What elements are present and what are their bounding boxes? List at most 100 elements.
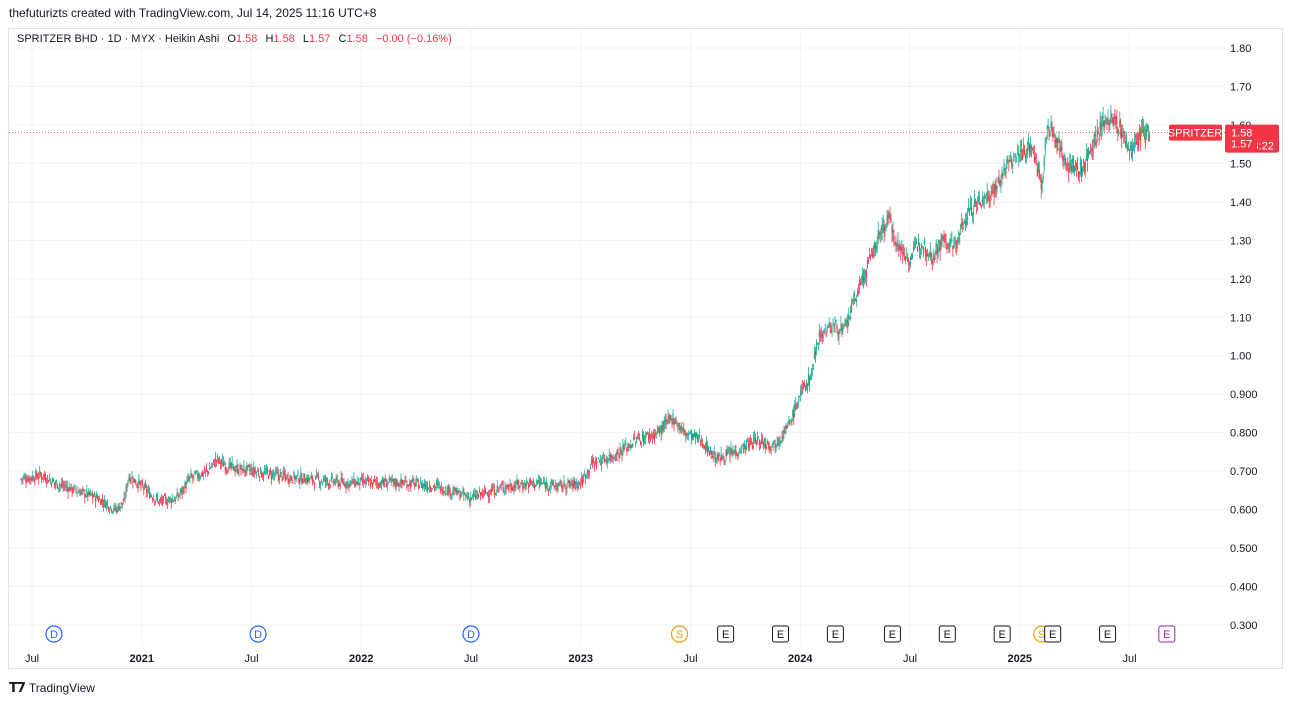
candle-body [955, 241, 957, 244]
earnings-event-icon[interactable] [1158, 625, 1176, 643]
candle-body [1114, 114, 1116, 116]
candle-body [770, 449, 772, 450]
candle-body [631, 445, 633, 448]
candle-body [522, 486, 524, 488]
earnings-event-icon[interactable] [771, 625, 789, 643]
candle-body [731, 451, 733, 454]
candle-body [687, 434, 689, 436]
dividend-event-icon[interactable] [249, 625, 267, 643]
candle-body [238, 472, 240, 474]
candle-body [232, 464, 234, 465]
symbol-tag: SPRITZER [1168, 128, 1222, 140]
y-tick-label: 1.70 [1230, 81, 1251, 93]
candle-body [424, 485, 427, 488]
candle-body [725, 450, 727, 457]
candle-body [156, 498, 159, 499]
candle-body [406, 485, 408, 489]
candle-body [510, 485, 512, 489]
candle-body [386, 484, 388, 486]
candle-body [179, 493, 181, 495]
candle-body [701, 444, 704, 447]
candle-body [1057, 147, 1059, 150]
candle-body [1106, 122, 1108, 124]
candle-body [588, 470, 591, 472]
candle-body [852, 300, 854, 302]
candle-body [907, 258, 909, 262]
candle-body [761, 439, 763, 441]
earnings-event-label: E [1049, 629, 1056, 641]
candle-body [805, 384, 808, 389]
candle-body [835, 319, 837, 322]
candle-body [548, 487, 550, 490]
brand-footer: 𝗧𝟳 TradingView [9, 680, 95, 696]
candle-body [883, 227, 885, 233]
candle-body [403, 484, 405, 486]
y-tick-label: 0.600 [1230, 505, 1258, 517]
candle-body [1035, 157, 1037, 158]
candle-body [627, 445, 629, 448]
candle-body [920, 244, 923, 249]
candle-body [366, 478, 368, 480]
earnings-event-icon[interactable] [826, 625, 844, 643]
candle-body [633, 436, 635, 441]
earnings-event-icon[interactable] [993, 625, 1011, 643]
candle-body [948, 244, 950, 246]
candle-body [495, 493, 497, 494]
candle-body [617, 451, 619, 453]
candle-body [1058, 138, 1060, 143]
candle-body [902, 252, 904, 255]
earnings-event-icon[interactable] [938, 625, 956, 643]
candle-body [1085, 153, 1088, 159]
candle-body [848, 314, 850, 321]
candle-body [487, 495, 490, 497]
candle-body [974, 200, 977, 204]
candle-body [498, 488, 500, 490]
candle-body [175, 496, 177, 499]
legend-symbol[interactable]: SPRITZER BHD · 1D · MYX · Heikin Ashi [17, 33, 220, 45]
candle-body [148, 489, 150, 490]
earnings-event-icon[interactable] [717, 625, 735, 643]
candle-body [122, 503, 124, 505]
candle-body [46, 476, 49, 479]
candle-body [363, 479, 365, 482]
candle-body [488, 495, 491, 498]
earnings-event-icon[interactable] [1044, 625, 1062, 643]
candle-body [474, 492, 476, 494]
candle-body [602, 454, 604, 457]
candle-body [855, 299, 857, 301]
earnings-event-icon[interactable] [1099, 625, 1117, 643]
candle-body [889, 213, 891, 215]
candle-body [512, 489, 514, 491]
candle-body [248, 465, 250, 467]
candle-body [461, 492, 463, 495]
candle-body [480, 492, 483, 495]
candle-body [326, 479, 328, 482]
candle-body [1123, 131, 1125, 134]
candle-body [201, 472, 203, 476]
candle-body [456, 488, 458, 492]
candle-body [545, 482, 547, 485]
candle-body [712, 456, 714, 457]
earnings-event-icon[interactable] [883, 625, 901, 643]
candle-body [1017, 154, 1019, 156]
candle-body [491, 489, 493, 492]
candle-body [169, 497, 171, 499]
candle-body [143, 488, 145, 490]
candle-body [449, 490, 451, 496]
candle-body [893, 236, 895, 243]
candle-body [48, 479, 51, 481]
candle-body [751, 445, 754, 448]
candle-body [782, 436, 784, 438]
candle-body [787, 423, 789, 425]
split-event-icon[interactable] [670, 625, 689, 643]
candle-body [181, 489, 183, 493]
candle-body [609, 457, 611, 461]
x-tick-label: 2021 [130, 653, 154, 665]
candle-body [664, 420, 666, 423]
candle-body [419, 486, 421, 488]
candle-body [1020, 149, 1022, 153]
dividend-event-icon[interactable] [45, 625, 63, 643]
dividend-event-icon[interactable] [462, 625, 480, 643]
candle-body [737, 454, 739, 456]
